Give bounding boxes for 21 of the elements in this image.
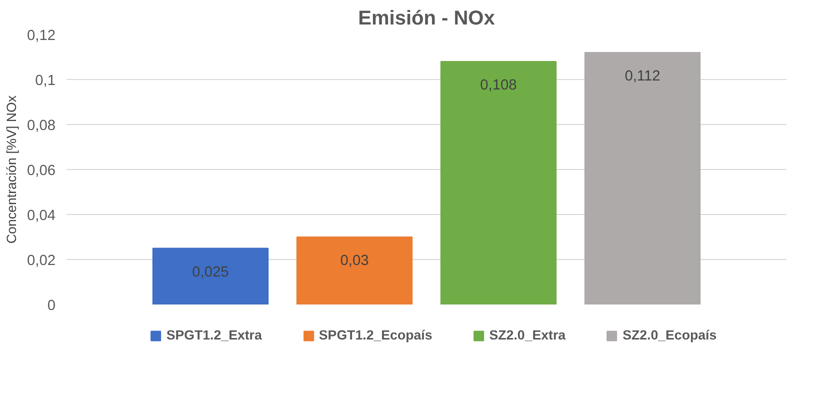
legend-label: SPGT1.2_Extra [166, 328, 262, 342]
legend-label: SZ2.0_Extra [489, 328, 566, 342]
legend-label: SPGT1.2_Ecopaís [318, 328, 432, 342]
y-axis-title: Concentración [%V] NOx [4, 95, 19, 244]
y-tick-label: 0,02 [26, 253, 56, 269]
y-tick-label: 0 [47, 298, 56, 314]
bar [440, 61, 557, 304]
bar [584, 52, 701, 304]
bar [296, 236, 413, 304]
bar [152, 248, 269, 304]
legend-label: SZ2.0_Ecopaís [622, 328, 717, 342]
y-tick-label: 0,1 [35, 73, 56, 89]
data-label: 0,025 [192, 264, 229, 280]
y-tick-label: 0,08 [26, 118, 56, 134]
y-tick-label: 0,12 [26, 28, 56, 44]
data-label: 0,112 [624, 68, 660, 84]
chart-title: Emisión - NOx [358, 8, 495, 30]
y-tick-label: 0,06 [26, 163, 56, 179]
data-label: 0,03 [340, 253, 369, 269]
data-label: 0,108 [480, 78, 517, 94]
y-tick-label: 0,04 [26, 208, 56, 224]
